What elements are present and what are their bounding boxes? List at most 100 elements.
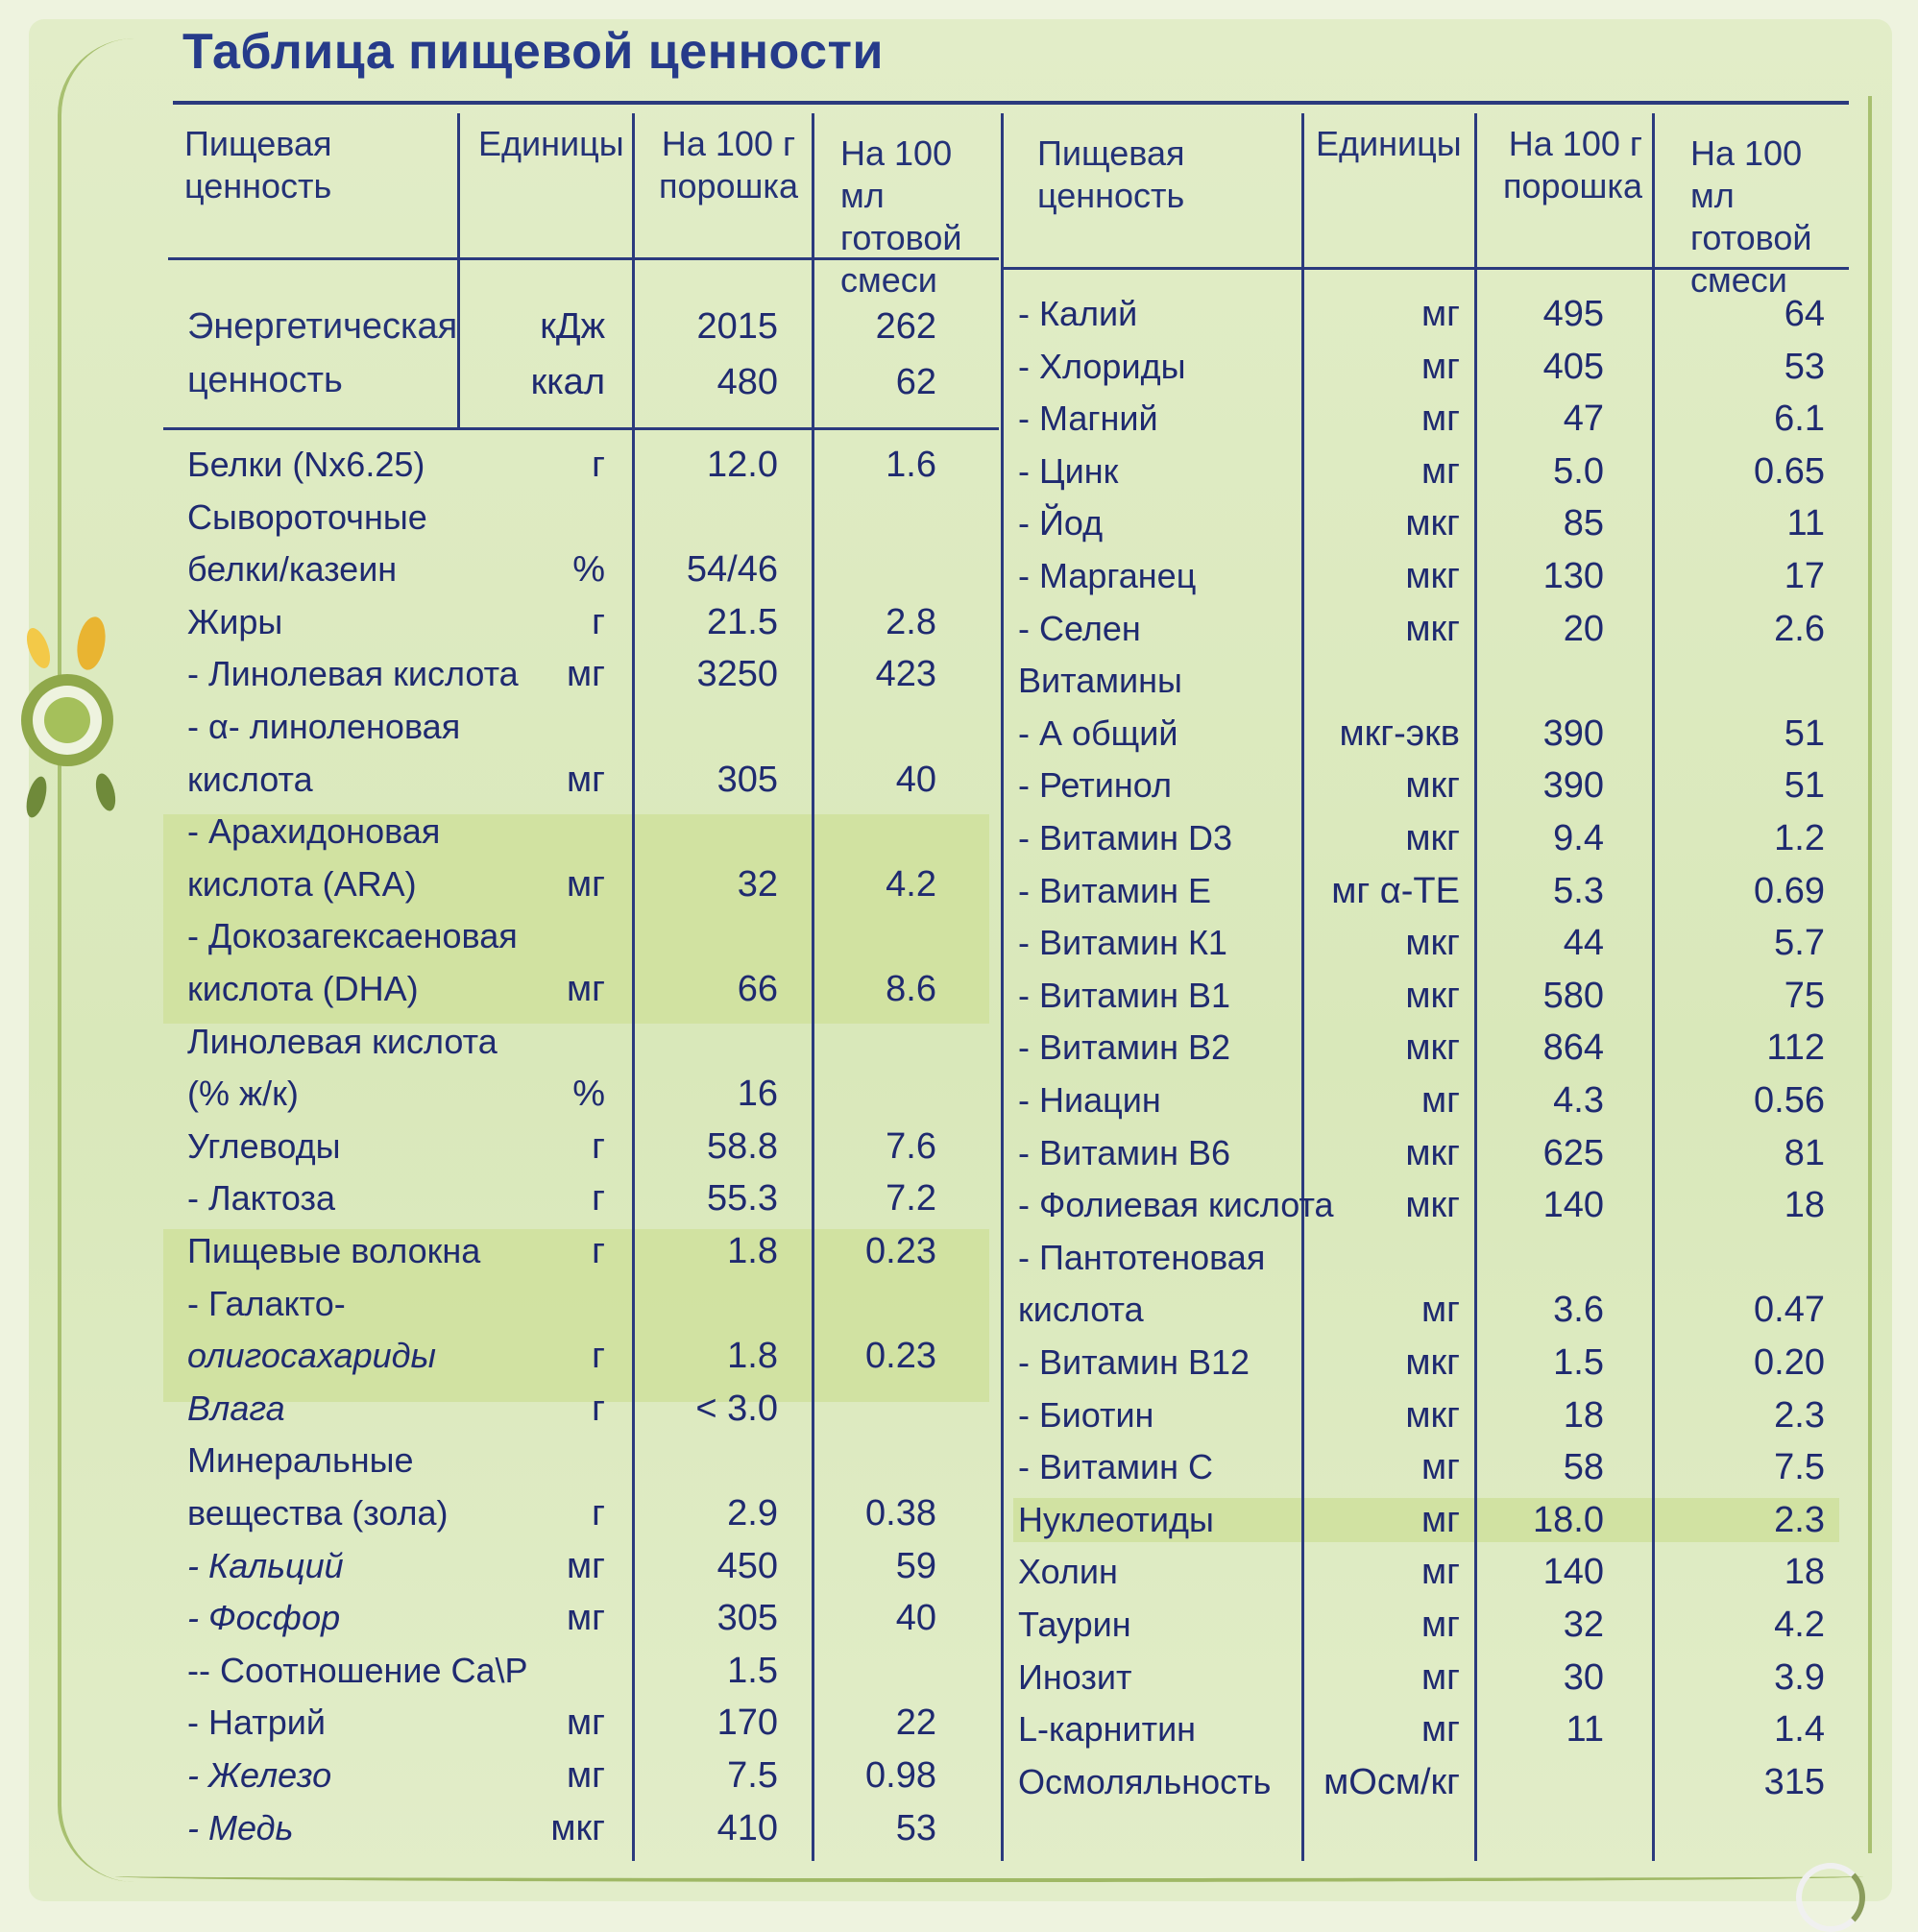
- right-row-4-per100g: 85: [1563, 503, 1604, 544]
- left-row-21-per100ml: 59: [895, 1545, 936, 1586]
- right-row-16-name: - Витамин В6: [1018, 1132, 1230, 1172]
- header-per100g-left: На 100 г порошка: [658, 124, 798, 205]
- right-row-3-per100ml: 0.65: [1754, 450, 1825, 492]
- right-row-3-unit: мг: [1421, 450, 1460, 492]
- right-row-16-unit: мкг: [1405, 1132, 1460, 1173]
- right-row-20-per100ml: 0.20: [1754, 1342, 1825, 1383]
- right-row-21-name: - Биотин: [1018, 1394, 1154, 1435]
- energy-kcal-unit: ккал: [530, 362, 605, 402]
- left-row-17-unit: г: [592, 1336, 605, 1377]
- right-row-22-unit: мг: [1421, 1447, 1460, 1488]
- right-row-27-unit: мг: [1421, 1709, 1460, 1751]
- right-row-24-per100g: 140: [1542, 1552, 1604, 1593]
- left-row-4-per100ml: 423: [875, 654, 936, 695]
- right-row-10-per100ml: 1.2: [1774, 818, 1825, 858]
- right-row-3-per100g: 5.0: [1553, 450, 1604, 492]
- right-row-0-per100g: 495: [1542, 294, 1604, 334]
- energy-kcal-per100ml: 62: [895, 362, 936, 402]
- right-row-10-name: - Витамин D3: [1018, 818, 1232, 857]
- left-row-7-name: - Арахидоновая: [187, 811, 441, 852]
- left-row-8-per100ml: 4.2: [886, 863, 936, 905]
- corner-logo-fragment: [1796, 1863, 1865, 1932]
- right-row-5-per100ml: 17: [1784, 556, 1825, 596]
- left-row-20-name: вещества (зола): [187, 1493, 449, 1533]
- right-row-11-per100ml: 0.69: [1754, 870, 1825, 911]
- left-row-8-unit: мг: [567, 863, 605, 905]
- left-row-12-per100g: 16: [737, 1074, 778, 1115]
- right-row-11-per100g: 5.3: [1553, 870, 1604, 911]
- left-row-25-name: - Железо: [187, 1755, 332, 1795]
- right-row-15-per100ml: 0.56: [1754, 1080, 1825, 1121]
- left-row-10-per100ml: 8.6: [886, 969, 936, 1009]
- energy-kcal-per100g: 480: [716, 362, 778, 402]
- divider-unit-100g-right: [1474, 113, 1477, 1861]
- right-row-5-per100g: 130: [1542, 556, 1604, 596]
- left-row-20-unit: г: [592, 1493, 605, 1534]
- right-row-24-name: Холин: [1018, 1552, 1118, 1592]
- left-row-4-name: - Линолевая кислота: [187, 654, 519, 694]
- divider-unit-100g-left: [632, 113, 635, 1861]
- right-row-9-name: - Ретинол: [1018, 765, 1172, 806]
- divider-center: [1001, 113, 1004, 1861]
- right-row-1-name: - Хлориды: [1018, 346, 1186, 386]
- right-row-8-per100g: 390: [1542, 712, 1604, 754]
- left-row-21-name: - Кальций: [187, 1545, 344, 1585]
- left-row-21-per100g: 450: [716, 1545, 778, 1586]
- right-row-2-per100g: 47: [1563, 398, 1604, 440]
- sun-logo-icon: [21, 616, 116, 818]
- right-row-1-per100g: 405: [1542, 346, 1604, 387]
- left-row-24-unit: мг: [567, 1703, 605, 1744]
- right-row-4-unit: мкг: [1405, 503, 1460, 544]
- left-row-26-per100g: 410: [716, 1807, 778, 1848]
- right-row-15-unit: мг: [1421, 1080, 1460, 1121]
- left-row-15-name: Пищевые волокна: [187, 1231, 481, 1270]
- left-row-26-per100ml: 53: [895, 1807, 936, 1848]
- energy-label: Энергетическая ценность: [187, 306, 458, 400]
- right-row-0-per100ml: 64: [1784, 294, 1825, 334]
- right-row-11-name: - Витамин Е: [1018, 870, 1211, 910]
- left-row-15-per100g: 1.8: [727, 1231, 778, 1271]
- left-row-22-per100ml: 40: [895, 1598, 936, 1639]
- left-row-25-unit: мг: [567, 1755, 605, 1796]
- left-row-20-per100g: 2.9: [727, 1493, 778, 1534]
- right-row-15-name: - Ниацин: [1018, 1080, 1161, 1120]
- right-row-6-name: - Селен: [1018, 608, 1141, 648]
- right-row-19-per100ml: 0.47: [1754, 1290, 1825, 1331]
- left-row-10-name: кислота (DHA): [187, 969, 419, 1008]
- right-row-25-per100g: 32: [1563, 1605, 1604, 1645]
- table-top-rule: [173, 101, 1849, 105]
- left-row-23-per100g: 1.5: [727, 1650, 778, 1691]
- left-row-10-unit: мг: [567, 969, 605, 1009]
- header-bottom-rule-left: [168, 257, 999, 260]
- left-row-14-name: - Лактоза: [187, 1178, 336, 1219]
- right-row-12-per100ml: 5.7: [1774, 923, 1825, 964]
- left-row-4-per100g: 3250: [696, 654, 778, 695]
- right-row-1-per100ml: 53: [1784, 346, 1825, 387]
- left-row-17-per100ml: 0.23: [865, 1336, 936, 1377]
- right-row-23-name: Нуклеотиды: [1018, 1499, 1214, 1539]
- left-row-14-per100g: 55.3: [707, 1178, 778, 1220]
- right-row-16-per100g: 625: [1542, 1132, 1604, 1173]
- right-row-14-unit: мкг: [1405, 1027, 1460, 1069]
- right-row-21-per100ml: 2.3: [1774, 1394, 1825, 1436]
- decorative-right-curve: [1858, 96, 1872, 1853]
- right-row-0-unit: мг: [1421, 294, 1460, 334]
- right-row-24-per100ml: 18: [1784, 1552, 1825, 1593]
- left-row-13-per100ml: 7.6: [886, 1125, 936, 1167]
- right-row-9-per100g: 390: [1542, 765, 1604, 807]
- left-row-3-name: Жиры: [187, 601, 283, 641]
- left-row-9-name: - Докозагексаеновая: [187, 916, 518, 956]
- right-row-11-unit: мг α-ТЕ: [1331, 870, 1460, 911]
- left-row-25-per100ml: 0.98: [865, 1755, 936, 1796]
- left-row-13-name: Углеводы: [187, 1125, 341, 1166]
- right-row-23-per100ml: 2.3: [1774, 1499, 1825, 1540]
- right-row-12-name: - Витамин К1: [1018, 923, 1227, 963]
- left-row-3-unit: г: [592, 601, 605, 642]
- right-row-13-per100ml: 75: [1784, 975, 1825, 1016]
- right-row-24-unit: мг: [1421, 1552, 1460, 1593]
- left-row-5-name: - α- линоленовая: [187, 707, 461, 746]
- right-row-14-name: - Витамин В2: [1018, 1027, 1230, 1068]
- right-row-19-per100g: 3.6: [1553, 1290, 1604, 1331]
- right-row-28-unit: мОсм/кг: [1323, 1761, 1460, 1802]
- right-row-20-name: - Витамин В12: [1018, 1342, 1250, 1382]
